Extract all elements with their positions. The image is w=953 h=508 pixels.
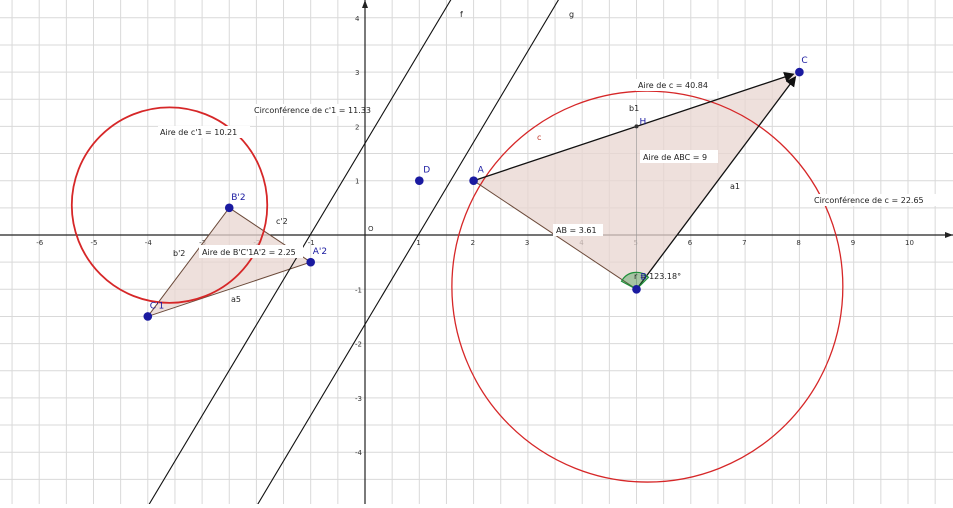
point-b-label: B bbox=[641, 272, 647, 282]
x-tick-label: -4 bbox=[145, 239, 153, 247]
x-tick-label: 7 bbox=[742, 239, 746, 247]
origin-label: O bbox=[368, 225, 374, 233]
vector-bc[interactable] bbox=[635, 76, 797, 290]
circ-c1-box bbox=[252, 104, 364, 116]
y-axis-arrow bbox=[362, 0, 368, 8]
aire-abc-text[interactable]: Aire de ABC = 9 bbox=[643, 153, 707, 162]
y-tick-label: -1 bbox=[355, 286, 362, 294]
x-axis-arrow bbox=[945, 232, 953, 238]
y-tick-label: 1 bbox=[355, 178, 359, 186]
point-b2[interactable] bbox=[224, 203, 234, 213]
y-tick-label: -4 bbox=[355, 449, 363, 457]
segment-b1-label: b1 bbox=[629, 104, 639, 113]
aire-c-box bbox=[636, 79, 720, 91]
angle-r-arc[interactable] bbox=[620, 271, 650, 291]
circle-c1[interactable] bbox=[70, 106, 269, 304]
line-g-label: g bbox=[569, 10, 574, 19]
point-c1[interactable] bbox=[143, 312, 153, 321]
segment-a5-label: a5 bbox=[231, 295, 241, 304]
aire-tri2-text[interactable]: Aire de B'C'1A'2 = 2.25 bbox=[202, 248, 296, 257]
aire-tri2-box bbox=[199, 245, 303, 258]
circ-c-text[interactable]: Circonférence de c = 22.65 bbox=[814, 195, 924, 205]
point-c1-label: C'1 bbox=[150, 301, 164, 311]
y-tick-label: -2 bbox=[355, 341, 362, 349]
point-d-label: D bbox=[423, 166, 430, 176]
x-tick-label: 1 bbox=[416, 239, 420, 247]
segment-c-label: c bbox=[537, 133, 541, 142]
x-tick-label: -6 bbox=[36, 239, 44, 247]
x-tick-label: 2 bbox=[471, 239, 475, 247]
point-b2-label: B'2 bbox=[231, 193, 245, 203]
ab-box bbox=[553, 224, 603, 236]
line-g[interactable] bbox=[255, 0, 593, 507]
aire-c1-box bbox=[158, 126, 250, 138]
point-d[interactable] bbox=[415, 176, 424, 185]
circle-c[interactable] bbox=[451, 90, 844, 483]
y-tick-label: 4 bbox=[355, 15, 360, 23]
point-b[interactable] bbox=[632, 285, 641, 294]
ab-length-text[interactable]: AB = 3.61 bbox=[556, 226, 597, 235]
aire-c-text[interactable]: Aire de c = 40.84 bbox=[638, 81, 708, 90]
aire-abc-box bbox=[640, 150, 718, 163]
angle-r-label: r = 123.18° bbox=[634, 272, 681, 281]
point-a[interactable] bbox=[469, 176, 478, 185]
x-tick-label: 8 bbox=[796, 239, 800, 247]
x-tick-label: -5 bbox=[91, 239, 98, 247]
x-tick-label: 6 bbox=[688, 239, 693, 247]
segment-c2-label: c'2 bbox=[276, 217, 288, 226]
x-tick-label: 9 bbox=[851, 239, 855, 247]
circ-c1-text[interactable]: Circonférence de c'1 = 11.33 bbox=[254, 105, 371, 115]
line-f[interactable] bbox=[147, 0, 479, 507]
point-c[interactable] bbox=[795, 67, 804, 77]
text-annotations: Aire de c = 40.84 Aire de ABC = 9 AB = 3… bbox=[158, 79, 950, 258]
aire-c1-text[interactable]: Aire de c'1 = 10.21 bbox=[160, 128, 237, 137]
x-tick-label: 10 bbox=[905, 239, 914, 247]
segment-b2-label: b'2 bbox=[173, 249, 185, 258]
circ-c-box bbox=[812, 194, 950, 206]
y-tick-label: -3 bbox=[355, 395, 362, 403]
triangle-b2c1a2[interactable] bbox=[146, 207, 312, 318]
x-tick-label: 3 bbox=[525, 239, 529, 247]
point-a2-label: A'2 bbox=[313, 247, 327, 257]
line-f-label: f bbox=[460, 10, 463, 19]
y-tick-label: 2 bbox=[355, 123, 359, 131]
point-h-label: H bbox=[640, 117, 647, 127]
point-c-label: C bbox=[801, 56, 807, 66]
segment-a1-label: a1 bbox=[730, 182, 740, 191]
point-h[interactable] bbox=[634, 124, 639, 129]
point-a-label: A bbox=[478, 166, 485, 176]
points[interactable]: A B C D B'2 A'2 C'1 H bbox=[143, 56, 808, 321]
vector-ac[interactable] bbox=[473, 72, 795, 182]
x-tick-label: -1 bbox=[308, 239, 315, 247]
y-tick-label: 3 bbox=[355, 69, 359, 77]
point-a2[interactable] bbox=[306, 257, 316, 267]
